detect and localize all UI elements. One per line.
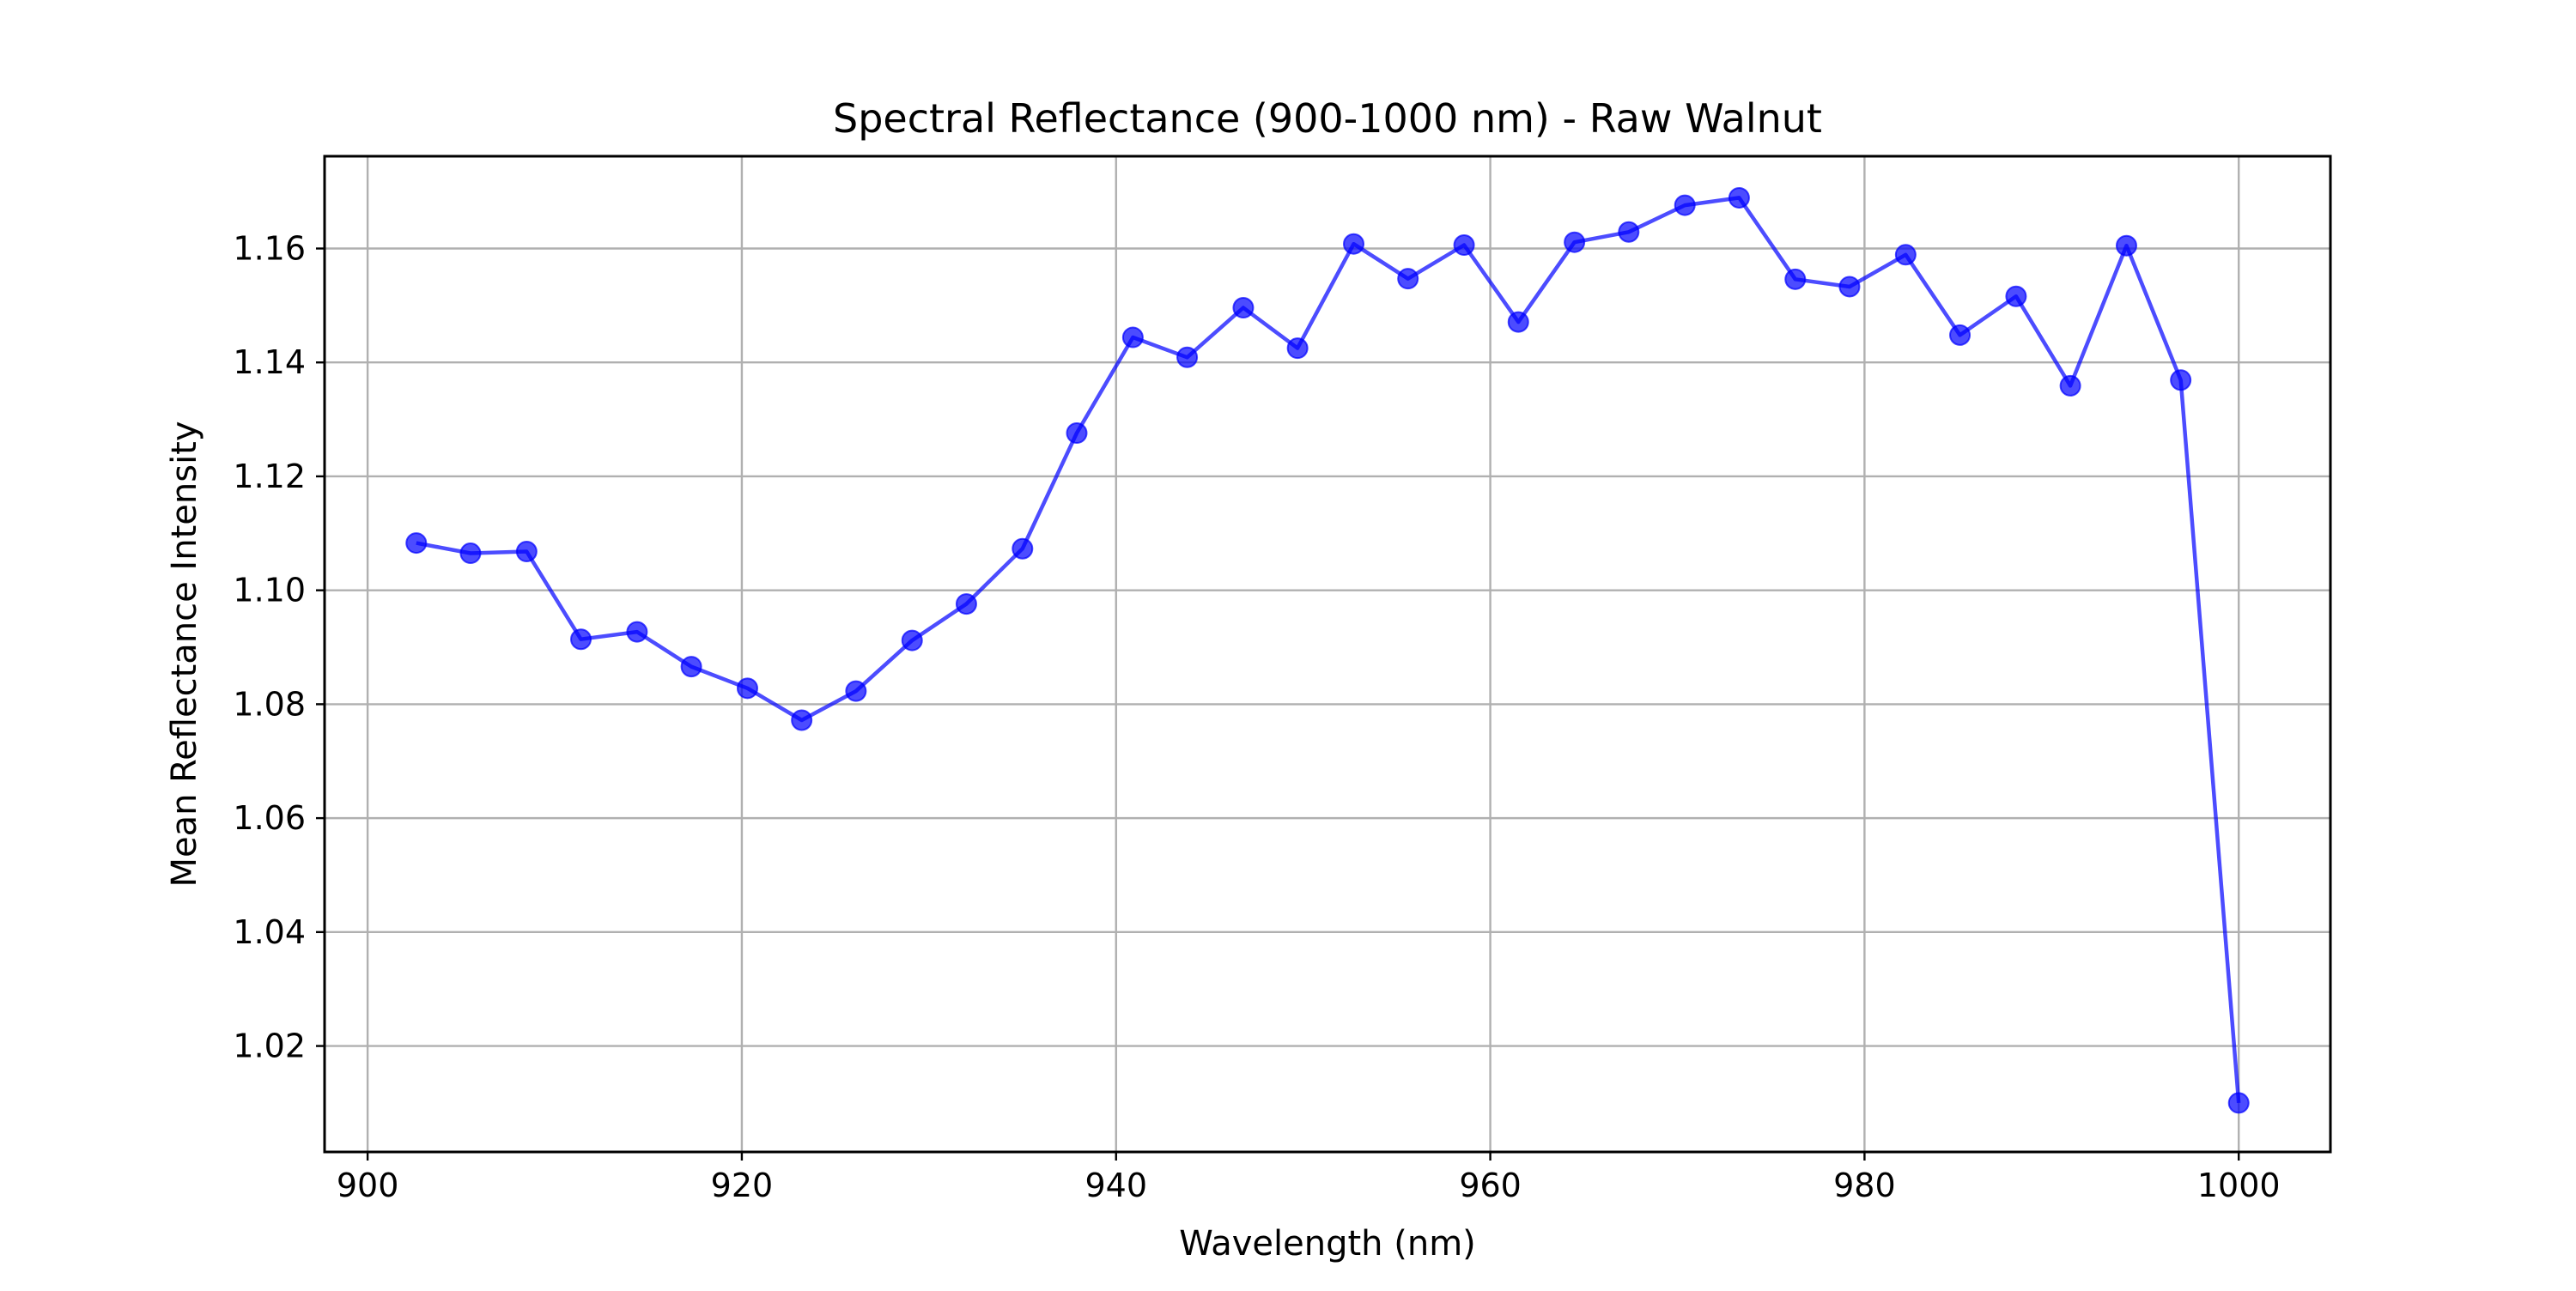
series-layer <box>405 186 2250 1114</box>
data-point <box>1121 326 1144 349</box>
y-tick-label: 1.06 <box>233 799 306 837</box>
plot-frame <box>323 155 2332 1154</box>
y-tick-label: 1.14 <box>233 343 306 381</box>
data-point <box>405 532 428 555</box>
data-point <box>791 709 813 731</box>
data-point <box>680 656 702 678</box>
data-point <box>1286 337 1309 360</box>
data-point <box>1674 194 1696 216</box>
data-point <box>1784 268 1807 290</box>
data-point <box>2227 1092 2250 1114</box>
data-point <box>1012 537 1034 560</box>
data-point <box>1949 324 1971 346</box>
data-point <box>1232 297 1255 319</box>
y-tick-label: 1.16 <box>233 230 306 268</box>
data-point <box>1397 268 1419 290</box>
data-point <box>736 677 758 700</box>
data-point <box>459 542 482 565</box>
x-tick-label: 960 <box>1459 1167 1522 1204</box>
chart-title: Spectral Reflectance (900-1000 nm) - Raw… <box>833 95 1822 142</box>
data-point <box>1564 231 1586 253</box>
data-point <box>845 680 867 702</box>
data-point <box>570 628 592 651</box>
data-point <box>1453 234 1475 257</box>
data-point <box>2115 234 2137 257</box>
grid-lines <box>325 156 2330 1152</box>
data-point <box>901 629 923 652</box>
x-axis-label: Wavelength (nm) <box>1179 1224 1476 1264</box>
data-point <box>1618 221 1640 243</box>
data-point <box>1176 346 1199 368</box>
y-tick-label: 1.04 <box>233 913 306 951</box>
data-point <box>2005 285 2027 307</box>
data-point <box>2059 374 2081 397</box>
x-tick-label: 980 <box>1833 1167 1896 1204</box>
data-point <box>955 593 977 615</box>
data-point <box>1728 186 1750 209</box>
data-point <box>1507 311 1529 333</box>
series-line <box>416 196 2241 1104</box>
data-point <box>1343 233 1365 255</box>
x-tick-label: 900 <box>337 1167 399 1204</box>
y-tick-label: 1.02 <box>233 1027 306 1065</box>
data-point <box>1066 422 1088 445</box>
y-tick-label: 1.08 <box>233 685 306 723</box>
data-point <box>1838 276 1861 298</box>
data-point <box>1894 244 1917 266</box>
x-tick-label: 920 <box>711 1167 774 1204</box>
y-tick-label: 1.12 <box>233 458 306 495</box>
x-tick-label: 1000 <box>2197 1167 2281 1204</box>
data-point <box>515 541 538 563</box>
data-point <box>626 621 648 643</box>
y-axis-label: Mean Reflectance Intensity <box>165 421 204 887</box>
data-point <box>2170 369 2192 391</box>
x-tick-label: 940 <box>1084 1167 1147 1204</box>
axis-ticks: 900 920 940 960 980 1000 1.02 1.04 1.06 1.08 1.10 1… <box>233 230 2280 1204</box>
y-tick-label: 1.10 <box>233 572 306 609</box>
